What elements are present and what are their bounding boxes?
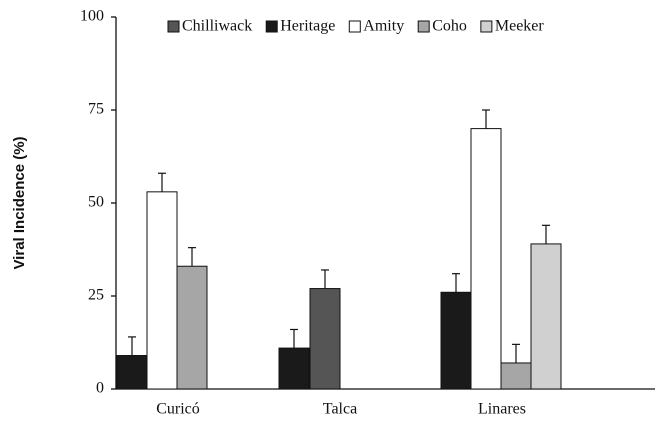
bar (309, 288, 341, 390)
y-tick-label: 75 (88, 101, 104, 118)
bar (116, 355, 148, 390)
y-tick-label: 100 (80, 8, 104, 25)
bar (530, 243, 562, 390)
legend-swatch (417, 20, 430, 33)
x-tick-label: Curicó (156, 401, 200, 418)
bar (440, 291, 472, 390)
y-tick-label: 0 (96, 380, 104, 397)
legend-swatch (265, 20, 278, 33)
legend-label: Meeker (495, 18, 545, 35)
bar (146, 191, 178, 390)
x-tick-label: Linares (478, 401, 526, 418)
legend-label: Chilliwack (182, 18, 252, 35)
y-tick-label: 50 (88, 194, 104, 211)
legend-label: Coho (432, 18, 467, 35)
bar (176, 265, 208, 390)
bar (470, 128, 502, 390)
x-tick-label: Talca (323, 401, 357, 418)
y-tick-label: 25 (88, 287, 104, 304)
bar (500, 362, 532, 390)
legend-swatch (480, 20, 493, 33)
legend-swatch (348, 20, 361, 33)
legend-label: Heritage (280, 18, 335, 35)
legend-label: Amity (363, 18, 404, 35)
legend-swatch (167, 20, 180, 33)
y-axis-label: Viral Incidence (%) (11, 136, 28, 269)
bar (278, 347, 310, 390)
